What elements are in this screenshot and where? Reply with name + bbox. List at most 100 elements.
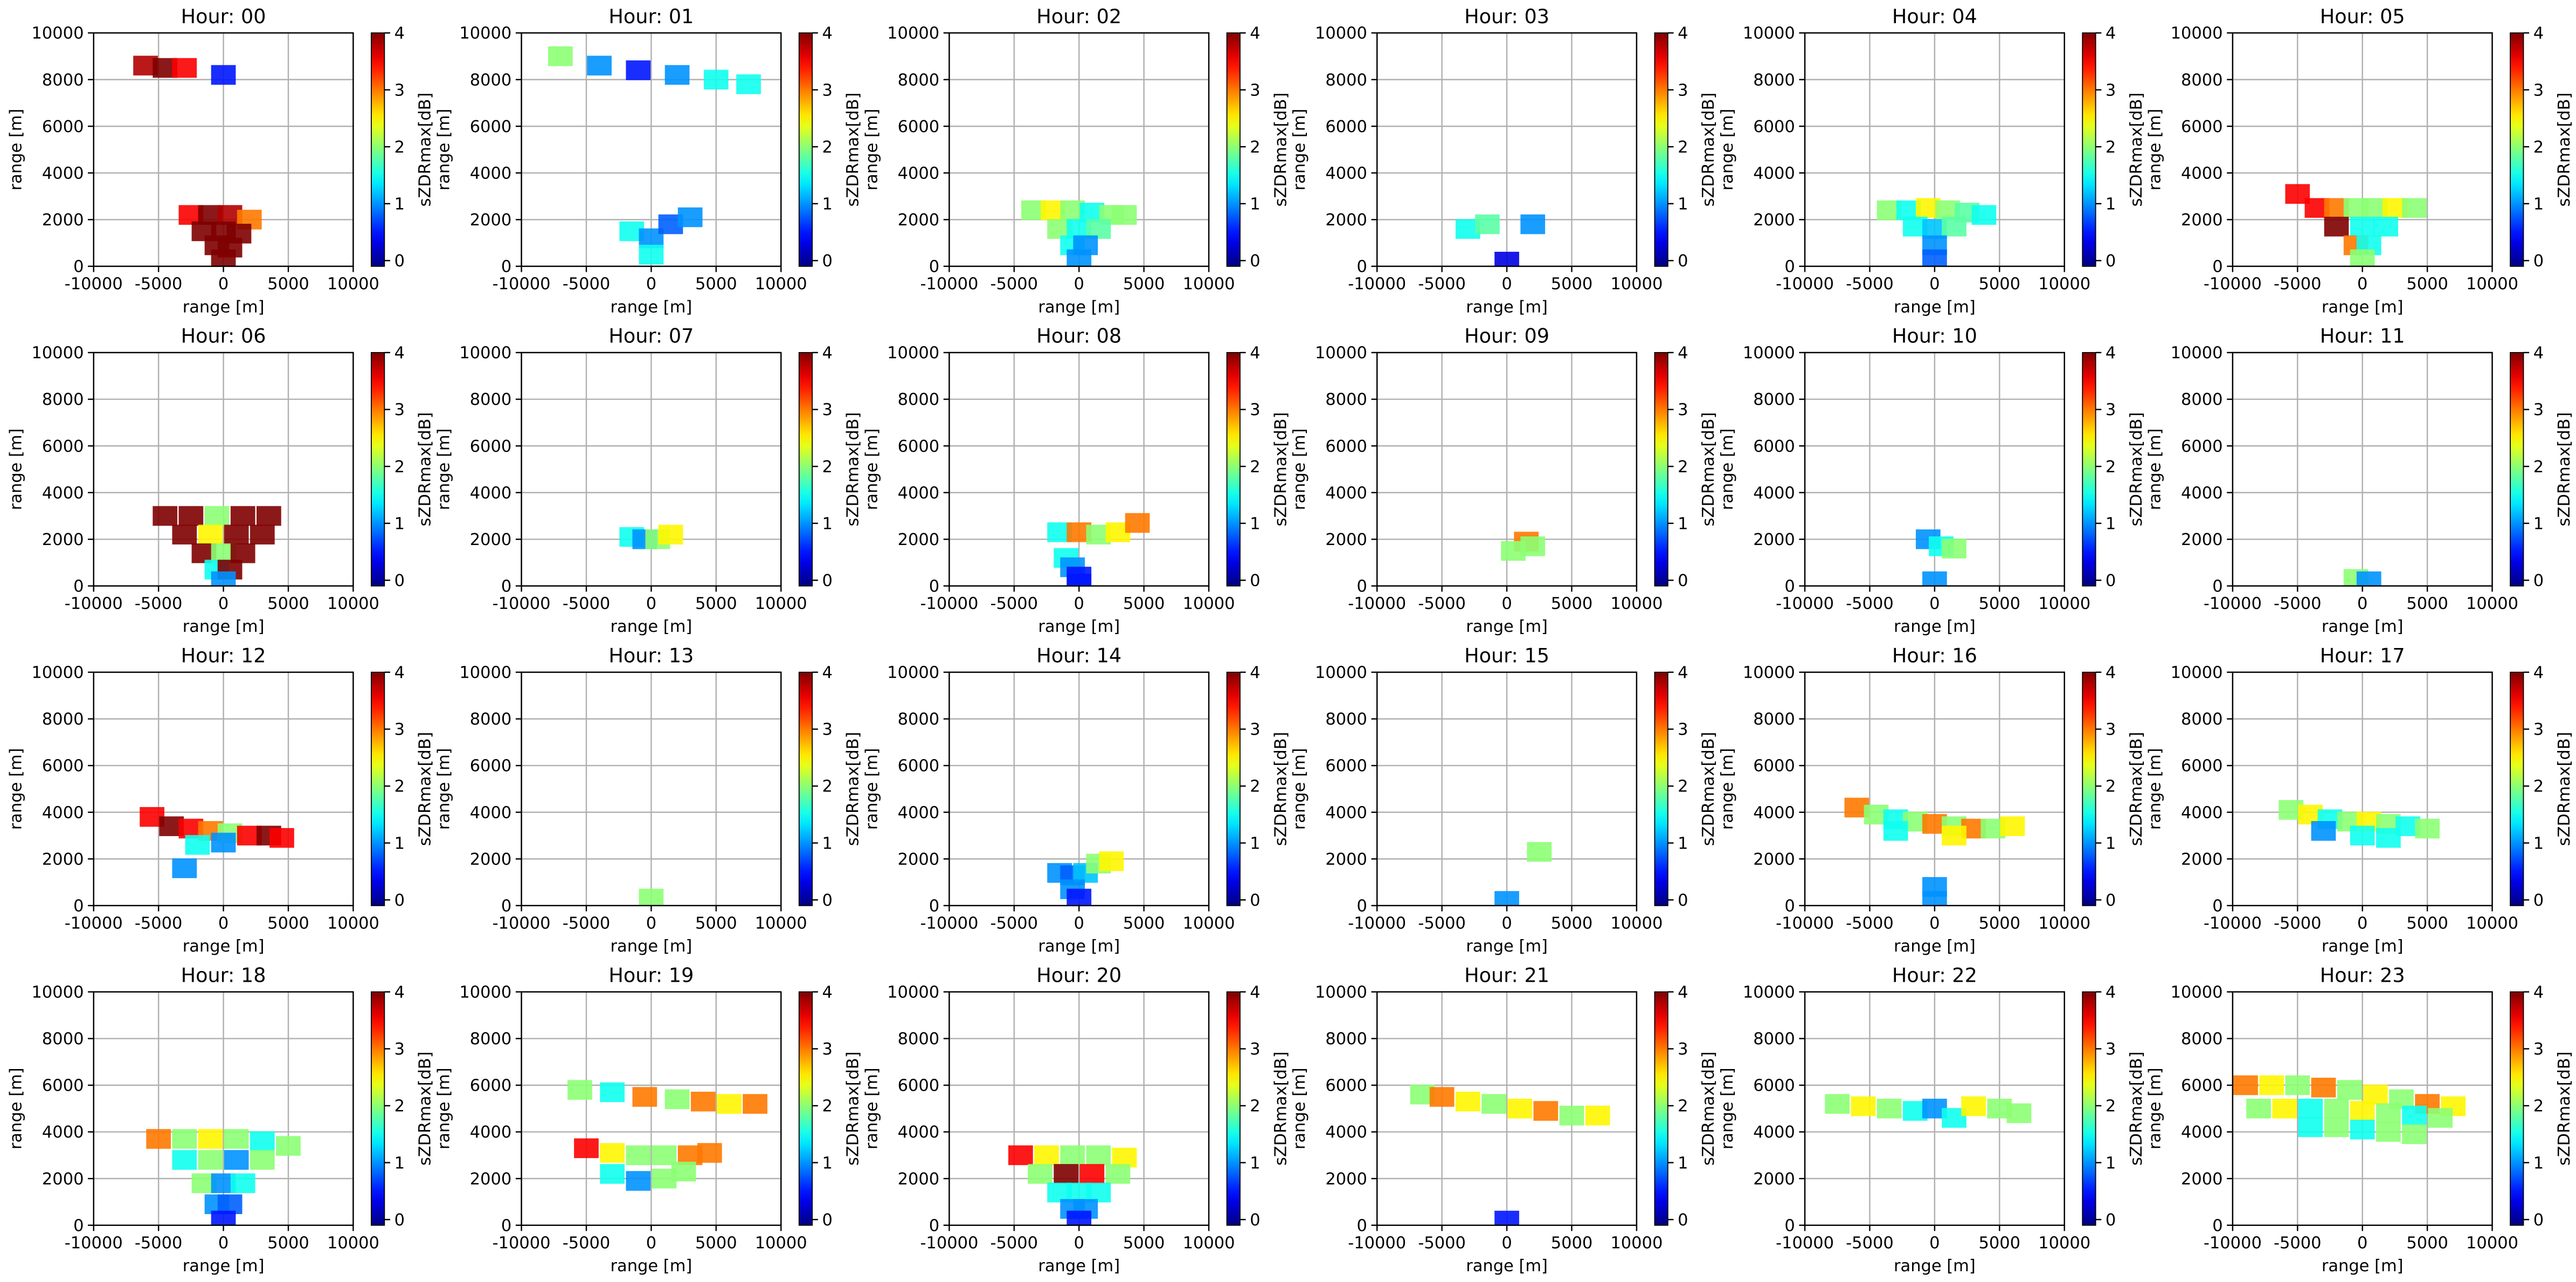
y-tick-label: 8000 <box>898 1030 940 1049</box>
x-tick-label: 5000 <box>1551 595 1593 614</box>
y-tick-label: 0 <box>501 577 511 596</box>
x-tick-label: 10000 <box>1183 595 1235 614</box>
data-cell <box>172 1150 197 1170</box>
x-tick-label: 0 <box>1074 1233 1084 1252</box>
y-tick-label: 2000 <box>42 530 84 549</box>
data-cell <box>1942 217 1966 237</box>
y-tick-label: 2000 <box>470 850 512 869</box>
colorbar-tick-label: 0 <box>2533 891 2544 910</box>
colorbar-tick-label: 4 <box>2106 344 2116 363</box>
data-cell <box>1494 252 1519 266</box>
x-tick-label: 10000 <box>755 1233 807 1252</box>
panel: Hour: 21 -10000 -5000 0 5000 10000 0 2000 4000 60… <box>1290 964 1718 1276</box>
x-tick-label: 5000 <box>1123 595 1165 614</box>
x-tick-label: 10000 <box>755 595 807 614</box>
colorbar-tick-label: 1 <box>822 1154 832 1173</box>
x-tick-label: 5000 <box>2406 1233 2448 1252</box>
y-tick-label: 8000 <box>1325 390 1367 409</box>
colorbar-tick-label: 0 <box>1250 252 1260 271</box>
y-tick-label: 2000 <box>1325 1170 1367 1189</box>
colorbar-tick-label: 4 <box>1678 664 1688 683</box>
colorbar-tick-label: 4 <box>394 983 405 1002</box>
panel-title: Hour: 19 <box>608 964 694 987</box>
y-tick-label: 6000 <box>2181 118 2223 136</box>
y-tick-label: 10000 <box>32 664 84 683</box>
colorbar-tick-label: 0 <box>822 252 832 271</box>
panel-title: Hour: 00 <box>181 5 266 28</box>
colorbar-tick-label: 1 <box>1678 1154 1688 1173</box>
x-tick-label: 5000 <box>267 914 309 933</box>
y-tick-label: 6000 <box>470 118 512 136</box>
panel: Hour: 20 -10000 -5000 0 5000 10000 0 2000 4000 60… <box>862 964 1290 1276</box>
panel-title: Hour: 15 <box>1464 644 1549 667</box>
x-axis-label: range [m] <box>611 1257 693 1276</box>
axes-frame <box>521 351 782 587</box>
data-layer <box>1825 1094 2032 1128</box>
y-tick-label: 10000 <box>2171 983 2223 1002</box>
axes-frame <box>1376 32 1638 267</box>
colorbar-tick-label: 4 <box>822 983 832 1002</box>
x-tick-label: 5000 <box>695 595 737 614</box>
data-cell <box>632 1087 657 1107</box>
panel: Hour: 11 -10000 -5000 0 5000 10000 0 2000 4000 60… <box>2146 325 2574 637</box>
y-axis-label: range [m] <box>1718 429 1737 511</box>
data-cell <box>250 525 275 544</box>
x-tick-label: 0 <box>218 275 228 294</box>
colorbar-tick-label: 3 <box>394 720 405 739</box>
x-tick-label: 5000 <box>267 595 309 614</box>
data-layer <box>1455 214 1546 266</box>
panel-title: Hour: 12 <box>181 644 266 667</box>
x-tick-label: -10000 <box>493 1233 551 1252</box>
data-cell <box>204 506 230 526</box>
panel: Hour: 02 -10000 -5000 0 5000 10000 0 2000 4000 60… <box>862 5 1290 317</box>
panel: Hour: 12 -10000 -5000 0 5000 10000 0 2000 4000 60… <box>7 644 435 956</box>
data-cell <box>1475 214 1500 235</box>
data-cell <box>1060 1145 1085 1166</box>
x-tick-label: 10000 <box>2038 914 2090 933</box>
y-tick-label: 2000 <box>1753 1170 1795 1189</box>
colorbar-tick-label: 0 <box>1250 571 1260 590</box>
x-tick-label: -5000 <box>2274 275 2322 294</box>
x-tick-label: 10000 <box>1610 914 1663 933</box>
y-tick-label: 6000 <box>1325 757 1367 776</box>
x-tick-label: -5000 <box>991 275 1038 294</box>
colorbar-label: sZDRmax[dB] <box>1271 412 1290 527</box>
y-tick-label: 8000 <box>470 71 512 89</box>
panel: Hour: 10 -10000 -5000 0 5000 10000 0 2000 4000 60… <box>1718 325 2146 637</box>
data-cell <box>2311 821 2336 841</box>
colorbar-label: sZDRmax[dB] <box>416 1051 435 1166</box>
panel: Hour: 01 -10000 -5000 0 5000 10000 0 2000 4000 60… <box>434 5 862 317</box>
y-axis-label: range [m] <box>434 429 453 511</box>
colorbar-label: sZDRmax[dB] <box>844 412 863 527</box>
x-tick-label: 10000 <box>2466 914 2518 933</box>
data-cell <box>2311 1078 2336 1098</box>
data-cell <box>211 1210 236 1225</box>
colorbar <box>1654 32 1668 267</box>
panel: Hour: 00 -10000 -5000 0 5000 10000 0 2000 4000 60… <box>7 5 435 317</box>
data-cell <box>250 1131 275 1152</box>
colorbar <box>1654 672 1668 906</box>
x-tick-label: -10000 <box>2204 914 2262 933</box>
y-tick-label: 8000 <box>1325 71 1367 89</box>
colorbar <box>2082 672 2096 906</box>
y-axis-label: range [m] <box>862 1067 881 1149</box>
data-cell <box>703 70 729 89</box>
data-layer <box>1494 842 1552 906</box>
panel-title: Hour: 03 <box>1464 5 1549 28</box>
data-cell <box>626 60 651 80</box>
data-cell <box>1507 1098 1533 1119</box>
data-cell <box>1501 541 1526 561</box>
data-cell <box>2324 1098 2349 1119</box>
colorbar-tick-label: 1 <box>822 514 832 533</box>
y-tick-label: 0 <box>1357 258 1367 277</box>
x-tick-label: -10000 <box>493 275 551 294</box>
data-layer <box>133 56 262 266</box>
x-tick-label: -5000 <box>1846 1233 1894 1252</box>
y-tick-label: 4000 <box>42 164 84 183</box>
colorbar-tick-label: 4 <box>2106 664 2116 683</box>
colorbar-tick-label: 0 <box>1678 252 1688 271</box>
panel-title: Hour: 17 <box>2320 644 2405 667</box>
colorbar-tick-label: 1 <box>2106 1154 2116 1173</box>
data-cell <box>211 832 236 853</box>
